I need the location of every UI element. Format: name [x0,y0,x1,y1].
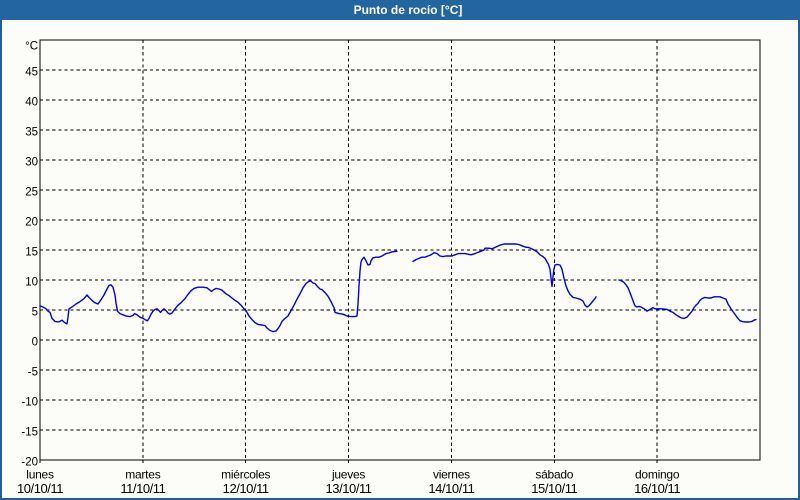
svg-text:domingo: domingo [635,468,680,482]
svg-text:miércoles: miércoles [221,468,270,482]
svg-text:5: 5 [32,307,38,319]
svg-text:15: 15 [25,247,38,259]
svg-text:martes: martes [125,468,160,482]
svg-text:11/10/11: 11/10/11 [120,481,165,496]
svg-text:viernes: viernes [433,468,470,482]
svg-text:25: 25 [25,187,38,199]
svg-text:45: 45 [25,67,38,79]
svg-text:lunes: lunes [26,468,54,482]
svg-text:-10: -10 [21,397,38,409]
svg-text:jueves: jueves [331,468,365,482]
svg-text:-5: -5 [28,367,38,379]
svg-text:30: 30 [25,157,38,169]
svg-text:13/10/11: 13/10/11 [326,481,372,496]
svg-text:40: 40 [25,97,38,109]
svg-text:14/10/11: 14/10/11 [428,481,474,496]
svg-text:-20: -20 [21,457,38,469]
svg-text:Punto de rocío [°C]: Punto de rocío [°C] [354,3,463,17]
svg-text:10/10/11: 10/10/11 [17,481,63,496]
svg-text:35: 35 [25,127,38,139]
svg-text:12/10/11: 12/10/11 [223,481,269,496]
svg-text:sábado: sábado [535,468,573,482]
svg-text:20: 20 [25,217,38,229]
svg-text:16/10/11: 16/10/11 [634,481,680,496]
svg-text:0: 0 [32,337,38,349]
svg-text:15/10/11: 15/10/11 [531,481,577,496]
svg-text:-15: -15 [21,427,38,439]
svg-text:°C: °C [25,41,38,53]
svg-text:10: 10 [25,277,38,289]
